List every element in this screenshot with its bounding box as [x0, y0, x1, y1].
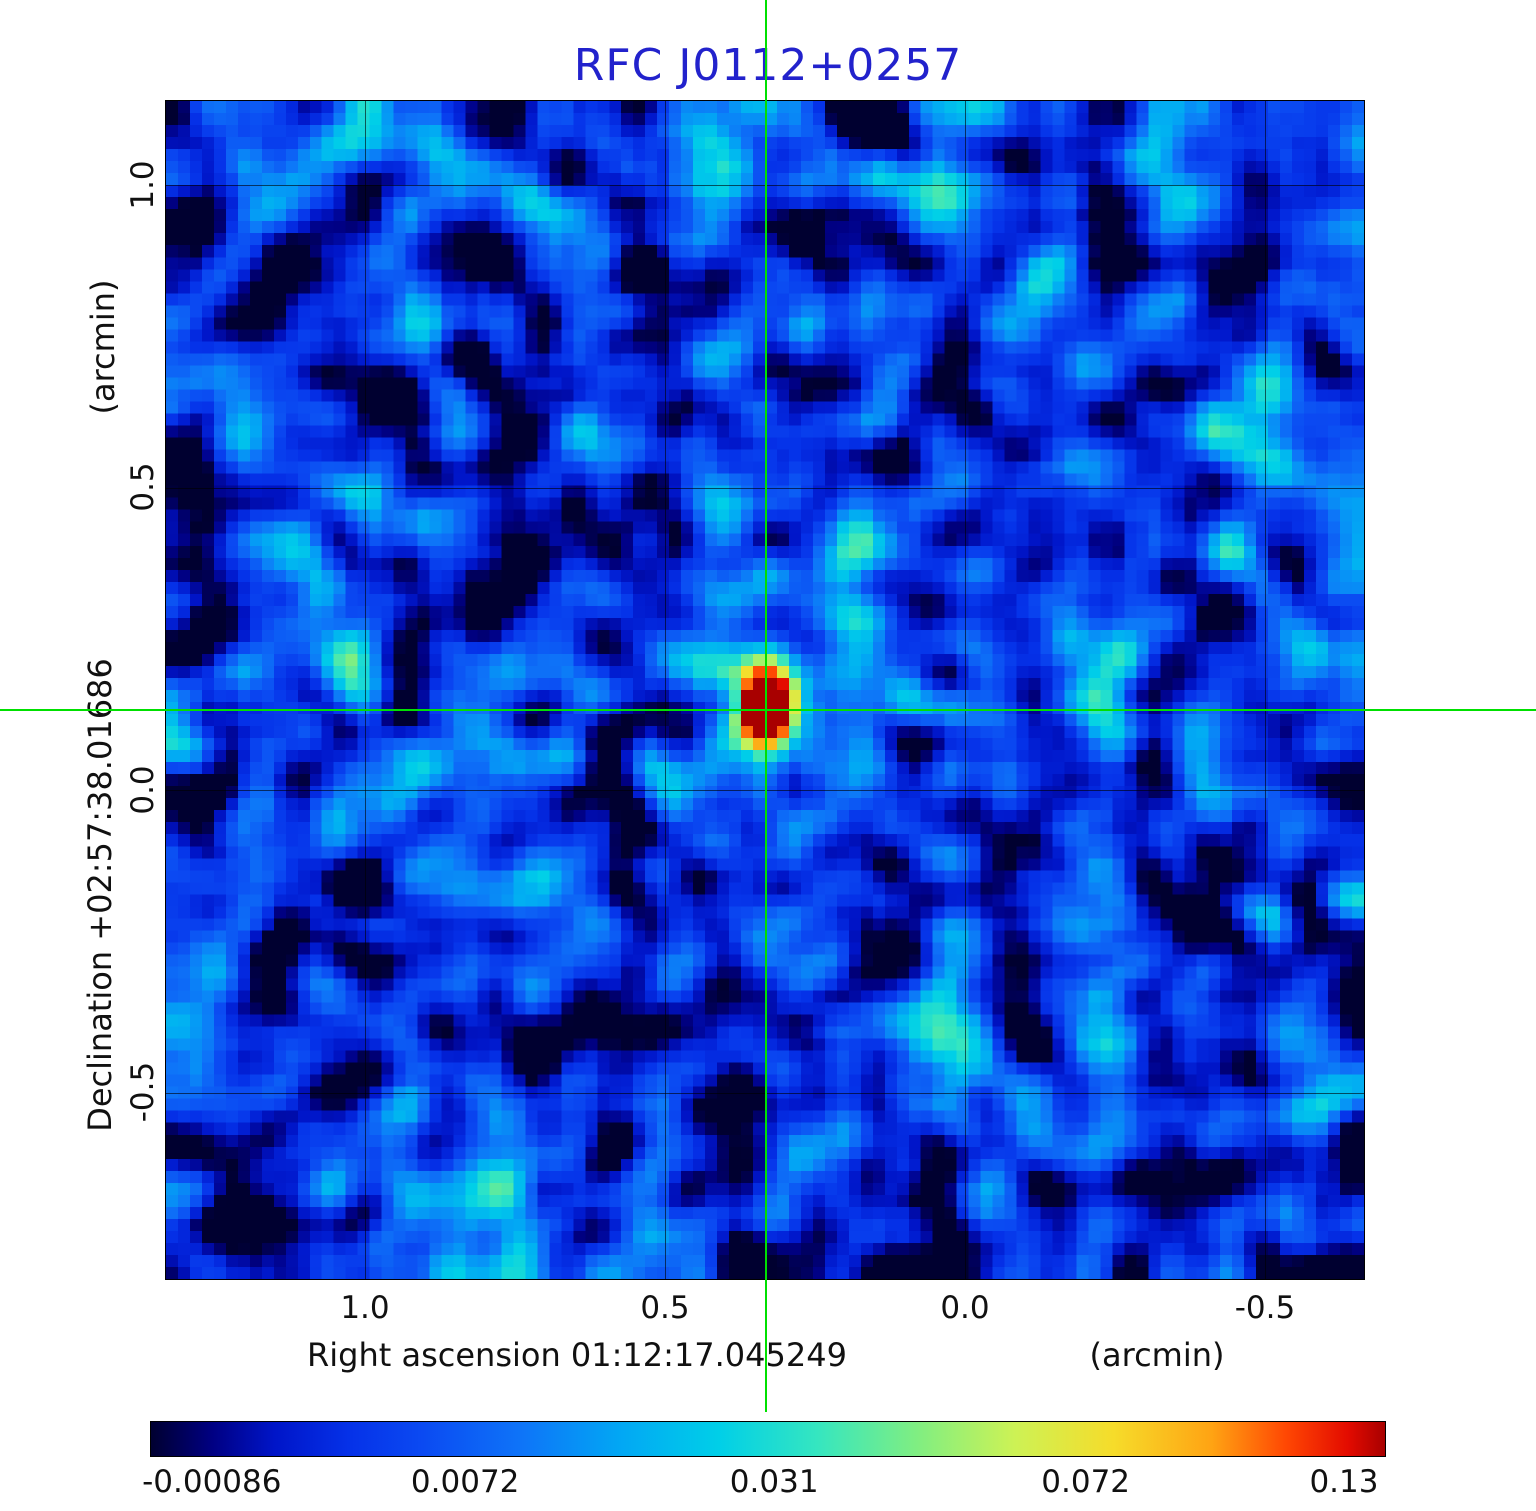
x-tick-label: -0.5	[1234, 1290, 1296, 1326]
x-axis-label: Right ascension 01:12:17.045249	[307, 1336, 847, 1374]
colorbar-tick-label: 0.0072	[410, 1464, 520, 1500]
x-tick-label: 0.0	[940, 1290, 990, 1326]
crosshair-vertical	[764, 0, 767, 1412]
figure-title: RFC J0112+0257	[573, 40, 963, 91]
y-axis-label: Declination +02:57:38.01686	[81, 658, 119, 1132]
colorbar-tick-label: -0.00086	[142, 1464, 282, 1500]
x-gridline	[965, 101, 967, 1279]
colorbar-tick-label: 0.031	[729, 1464, 819, 1500]
y-tick-label: 0.0	[125, 765, 161, 815]
y-tick-label: -0.5	[125, 1062, 161, 1123]
crosshair-horizontal	[0, 708, 1536, 711]
x-gridline	[1265, 101, 1267, 1279]
colorbar-tick-label: 0.13	[1309, 1464, 1379, 1500]
colorbar-tick-label: 0.072	[1041, 1464, 1131, 1500]
x-tick-label: 1.0	[340, 1290, 390, 1326]
x-gridline	[665, 101, 667, 1279]
x-gridline	[365, 101, 367, 1279]
colorbar	[150, 1421, 1386, 1457]
y-tick-label: 0.5	[125, 462, 161, 512]
y-axis-unit: (arcmin)	[84, 279, 122, 415]
x-tick-label: 0.5	[640, 1290, 690, 1326]
y-tick-label: 1.0	[125, 160, 161, 210]
x-axis-unit: (arcmin)	[1089, 1336, 1225, 1374]
